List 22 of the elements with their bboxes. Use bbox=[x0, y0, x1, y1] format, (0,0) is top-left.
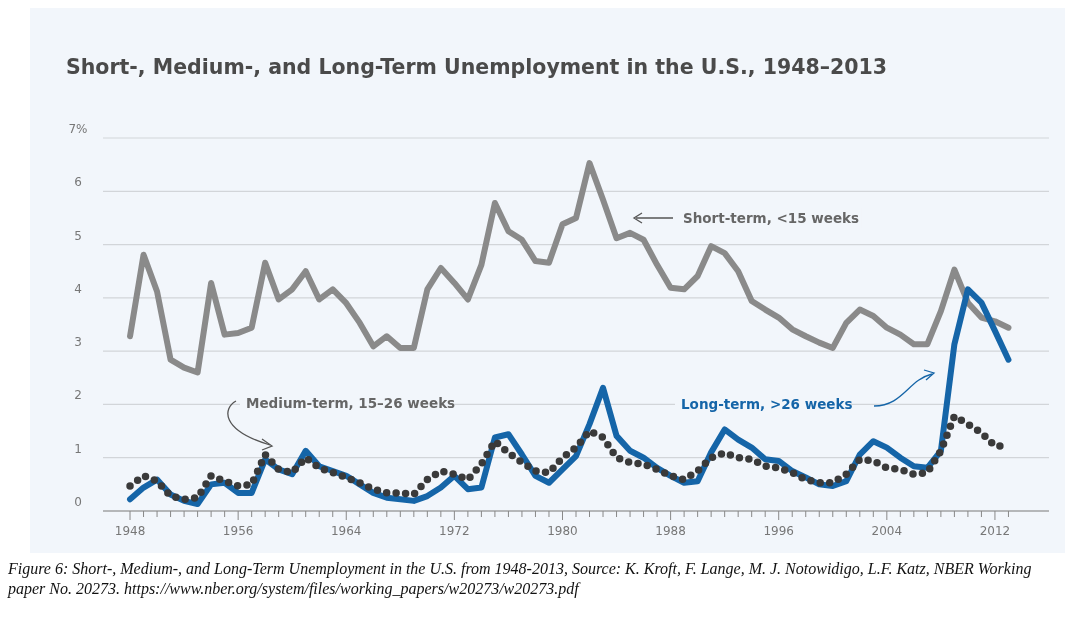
x-tick-label: 1964 bbox=[330, 524, 362, 538]
y-tick-label: 6 bbox=[74, 175, 82, 190]
y-tick-label: 1 bbox=[74, 441, 82, 456]
caption: Figure 6: Short-, Medium-, and Long-Term Unemployment in the U.S. from 1948-2013, Source: K. Kroft, F. Lange, M. J. Notowidigo, L.F. Katz, NBER Working paper No. 20273. https://www.nber.org/system/files/working_papers/w20273/w20273.pdf bbox=[8, 559, 1033, 599]
x-tick-label: 1956 bbox=[222, 524, 254, 538]
x-tick-label: 1980 bbox=[547, 524, 578, 538]
y-tick-label: 7% bbox=[68, 122, 88, 136]
text: Medium-term, 15–26 weeks bbox=[246, 395, 456, 411]
x-tick-label: 1988 bbox=[655, 524, 686, 538]
x-tick-label: 1996 bbox=[763, 524, 794, 538]
y-tick-label: 3 bbox=[74, 335, 82, 350]
chart-title: Short-, Medium-, and Long-Term Unemployment in the U.S., 1948–2013 bbox=[66, 55, 888, 79]
y-tick-label: 4 bbox=[74, 281, 82, 296]
x-tick-label: 2012 bbox=[979, 524, 1011, 538]
text: Long-term, >26 weeks bbox=[681, 396, 853, 412]
x-tick-label: 1972 bbox=[439, 524, 470, 538]
text: Short-term, <15 weeks bbox=[683, 210, 860, 226]
y-tick-label: 5 bbox=[74, 228, 82, 243]
y-tick-label: 0 bbox=[74, 495, 82, 509]
x-tick-label: 1948 bbox=[114, 524, 146, 538]
x-tick-label: 2004 bbox=[871, 524, 903, 538]
y-tick-label: 2 bbox=[74, 388, 82, 403]
